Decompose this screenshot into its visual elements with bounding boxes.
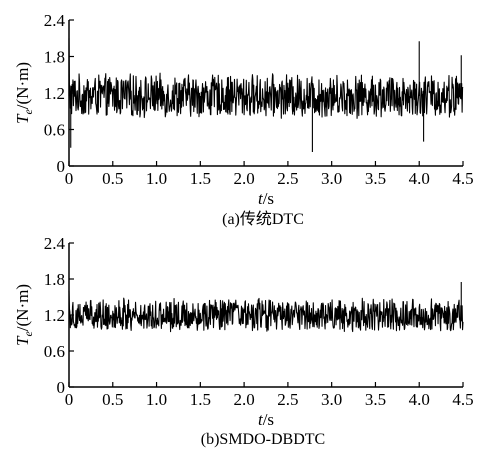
y-tick-label: 1.8 [44, 48, 65, 67]
series-line [68, 38, 464, 153]
x-tick-label: 1.5 [190, 169, 211, 188]
x-tick-label: 3.0 [321, 390, 342, 409]
x-tick-label: 2.0 [233, 390, 254, 409]
x-tick-label: 1.0 [146, 169, 167, 188]
y-axis-subscript: e [21, 109, 35, 115]
y-axis-subscript: e [21, 331, 35, 337]
x-tick-label: 0.5 [102, 169, 123, 188]
x-tick-label: 0 [65, 390, 74, 409]
y-axis-symbol: T [13, 113, 32, 124]
x-tick-label: 0.5 [102, 390, 123, 409]
x-axis-label: t/s [258, 410, 274, 429]
x-tick-label: 3.0 [321, 169, 342, 188]
x-tick-label: 1.0 [146, 390, 167, 409]
y-axis-unit: /(N·m) [13, 284, 32, 331]
x-tick-label: 2.5 [277, 390, 298, 409]
y-tick-label: 1.8 [44, 270, 65, 289]
y-tick-label: 0 [57, 378, 66, 397]
series-line [68, 282, 464, 333]
panel-a: 0 0.6 1.2 1.8 2.4 0 0.5 1.0 1.5 2.0 2.5 3.0 3.5 4.0 4.… [13, 11, 474, 228]
x-tick-label: 4.0 [409, 169, 430, 188]
x-tick-label: 4.5 [452, 169, 473, 188]
y-axis-unit: /(N·m) [13, 62, 32, 109]
x-axis-unit: /s [263, 410, 274, 429]
x-tick-label: 2.0 [233, 169, 254, 188]
x-tick-label: 0 [65, 169, 74, 188]
y-tick-label: 2.4 [44, 11, 66, 30]
y-tick-label: 2.4 [44, 234, 66, 253]
y-tick-label: 0.6 [44, 121, 65, 140]
x-tick-label: 4.0 [409, 390, 430, 409]
panel-b: 0 0.6 1.2 1.8 2.4 0 0.5 1.0 1.5 2.0 2.5 3.0 3.5 4.0 4.… [13, 234, 474, 448]
x-tick-label: 2.5 [277, 169, 298, 188]
y-axis-symbol: T [13, 335, 32, 346]
y-tick-label: 1.2 [44, 84, 65, 103]
y-axis-label: Te/(N·m) [13, 284, 35, 346]
panel-caption: (b)SMDO-DBDTC [201, 431, 325, 448]
x-axis-symbol: t [258, 410, 264, 429]
x-axis-symbol: t [258, 189, 264, 208]
x-tick-label: 3.5 [365, 169, 386, 188]
y-tick-label: 0 [57, 157, 66, 176]
x-axis-label: t/s [258, 189, 274, 208]
y-tick-label: 1.2 [44, 306, 65, 325]
x-axis-unit: /s [263, 189, 274, 208]
x-tick-label: 4.5 [452, 390, 473, 409]
panel-caption: (a)传统DTC [222, 210, 304, 228]
y-axis-label: Te/(N·m) [13, 62, 35, 124]
y-tick-label: 0.6 [44, 342, 65, 361]
x-tick-label: 1.5 [190, 390, 211, 409]
x-tick-label: 3.5 [365, 390, 386, 409]
